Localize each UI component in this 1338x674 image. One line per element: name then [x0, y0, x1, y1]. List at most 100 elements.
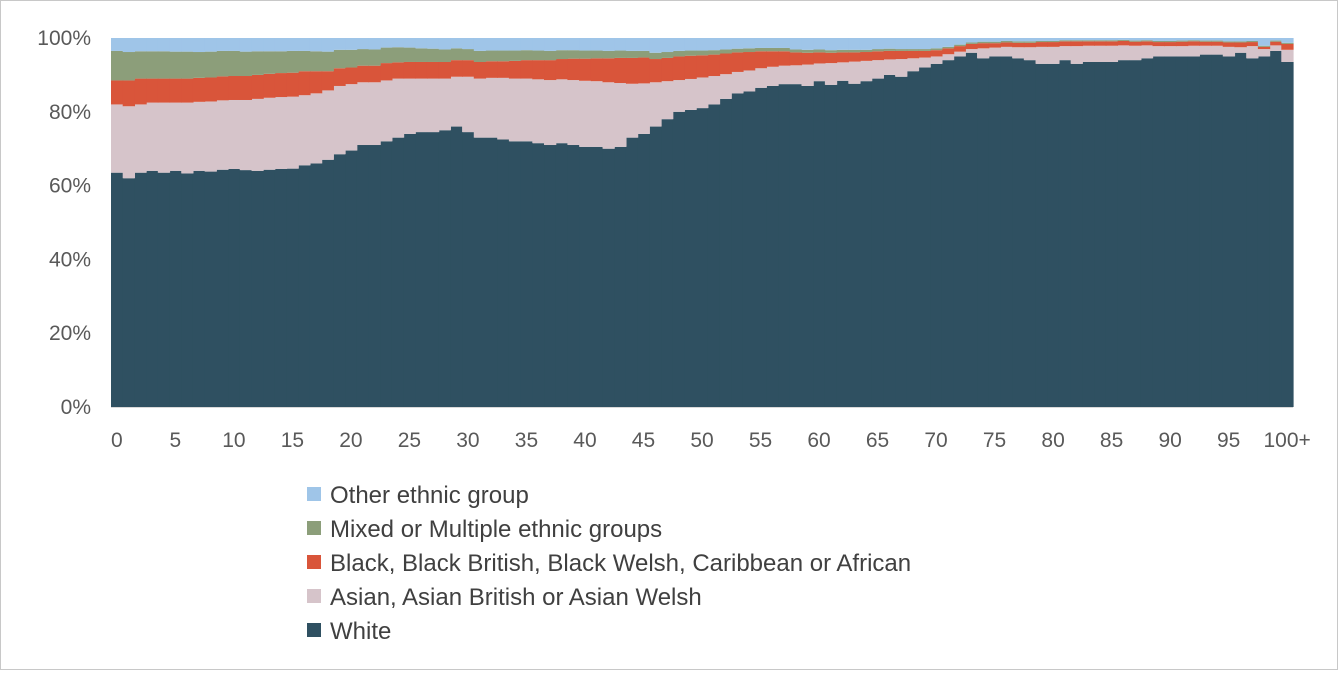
area-segment — [1222, 46, 1236, 57]
area-segment — [1269, 38, 1282, 41]
area-segment — [883, 74, 896, 408]
area-segment — [567, 38, 580, 51]
x-tick-label: 70 — [924, 429, 947, 452]
area-segment — [356, 145, 370, 407]
area-segment — [286, 38, 299, 51]
legend-swatch — [307, 623, 321, 637]
area-segment — [1129, 41, 1142, 46]
area-segment — [789, 49, 803, 53]
area-segment — [742, 52, 756, 71]
x-tick-label: 55 — [749, 429, 772, 452]
area-segment — [848, 83, 861, 407]
legend-label: Black, Black British, Black Welsh, Carib… — [330, 550, 911, 577]
legend-swatch — [307, 521, 321, 535]
area-segment — [438, 61, 451, 79]
area-segment — [789, 38, 803, 50]
area-segment — [251, 170, 264, 407]
area-segment — [672, 80, 686, 112]
x-tick-label: 10 — [222, 429, 245, 452]
area-segment — [579, 38, 592, 51]
area-segment — [871, 49, 884, 52]
area-segment — [906, 58, 920, 72]
area-segment — [684, 109, 697, 407]
area-segment — [485, 38, 498, 51]
area-segment — [719, 38, 732, 50]
area-segment — [251, 74, 264, 99]
area-segment — [415, 48, 428, 62]
area-segment — [497, 50, 510, 62]
area-segment — [754, 38, 767, 48]
area-segment — [1082, 61, 1095, 407]
area-segment — [122, 38, 135, 53]
area-segment — [473, 38, 487, 51]
area-segment — [1058, 40, 1072, 42]
area-segment — [719, 49, 732, 54]
area-segment — [520, 60, 533, 79]
area-segment — [134, 78, 147, 105]
area-segment — [742, 38, 756, 49]
area-segment — [263, 73, 276, 98]
area-segment — [602, 50, 615, 59]
area-segment — [403, 133, 416, 407]
legend-item: Other ethnic group — [307, 482, 529, 509]
area-segment — [941, 54, 955, 61]
area-segment — [1152, 40, 1165, 43]
area-segment — [965, 52, 978, 407]
area-segment — [590, 146, 604, 408]
area-segment — [216, 50, 229, 77]
area-segment — [754, 68, 767, 88]
area-segment — [1164, 40, 1177, 43]
area-segment — [813, 49, 826, 53]
area-segment — [848, 52, 861, 62]
area-segment — [216, 38, 229, 51]
area-segment — [813, 63, 826, 82]
area-segment — [661, 119, 674, 408]
area-segment — [602, 38, 615, 51]
area-segment — [895, 38, 908, 50]
area-segment — [309, 71, 323, 94]
area-segment — [321, 51, 334, 72]
area-segment — [181, 102, 194, 174]
area-segment — [965, 43, 978, 50]
y-tick-label: 60% — [49, 175, 91, 198]
area-segment — [391, 137, 405, 407]
series-white — [111, 50, 1294, 408]
area-segment — [380, 80, 393, 142]
area-segment — [988, 43, 1002, 48]
area-segment — [286, 168, 299, 407]
area-segment — [508, 38, 522, 51]
area-segment — [532, 38, 545, 51]
area-segment — [1281, 42, 1294, 44]
area-segment — [801, 38, 814, 50]
area-segment — [426, 132, 440, 407]
area-segment — [391, 47, 405, 63]
area-segment — [438, 49, 451, 62]
area-segment — [895, 50, 908, 60]
area-segment — [778, 38, 791, 48]
area-segment — [824, 63, 838, 85]
area-segment — [918, 49, 931, 51]
area-segment — [567, 50, 580, 59]
area-segment — [544, 80, 557, 146]
area-segment — [321, 71, 334, 91]
area-segment — [778, 84, 791, 408]
area-segment — [286, 96, 299, 169]
area-segment — [239, 170, 253, 407]
y-tick-label: 80% — [49, 101, 91, 124]
area-segment — [731, 52, 744, 72]
area-segment — [555, 79, 569, 144]
area-segment — [1082, 45, 1095, 62]
area-segment — [228, 169, 241, 407]
area-segment — [789, 84, 803, 408]
area-segment — [1211, 54, 1224, 408]
area-segment — [719, 98, 732, 407]
area-segment — [813, 52, 826, 64]
area-segment — [356, 65, 370, 83]
area-segment — [1211, 38, 1224, 41]
area-segment — [426, 78, 440, 133]
area-segment — [555, 38, 569, 51]
area-segment — [403, 78, 416, 134]
area-segment — [1246, 40, 1259, 43]
area-segment — [1246, 38, 1259, 41]
